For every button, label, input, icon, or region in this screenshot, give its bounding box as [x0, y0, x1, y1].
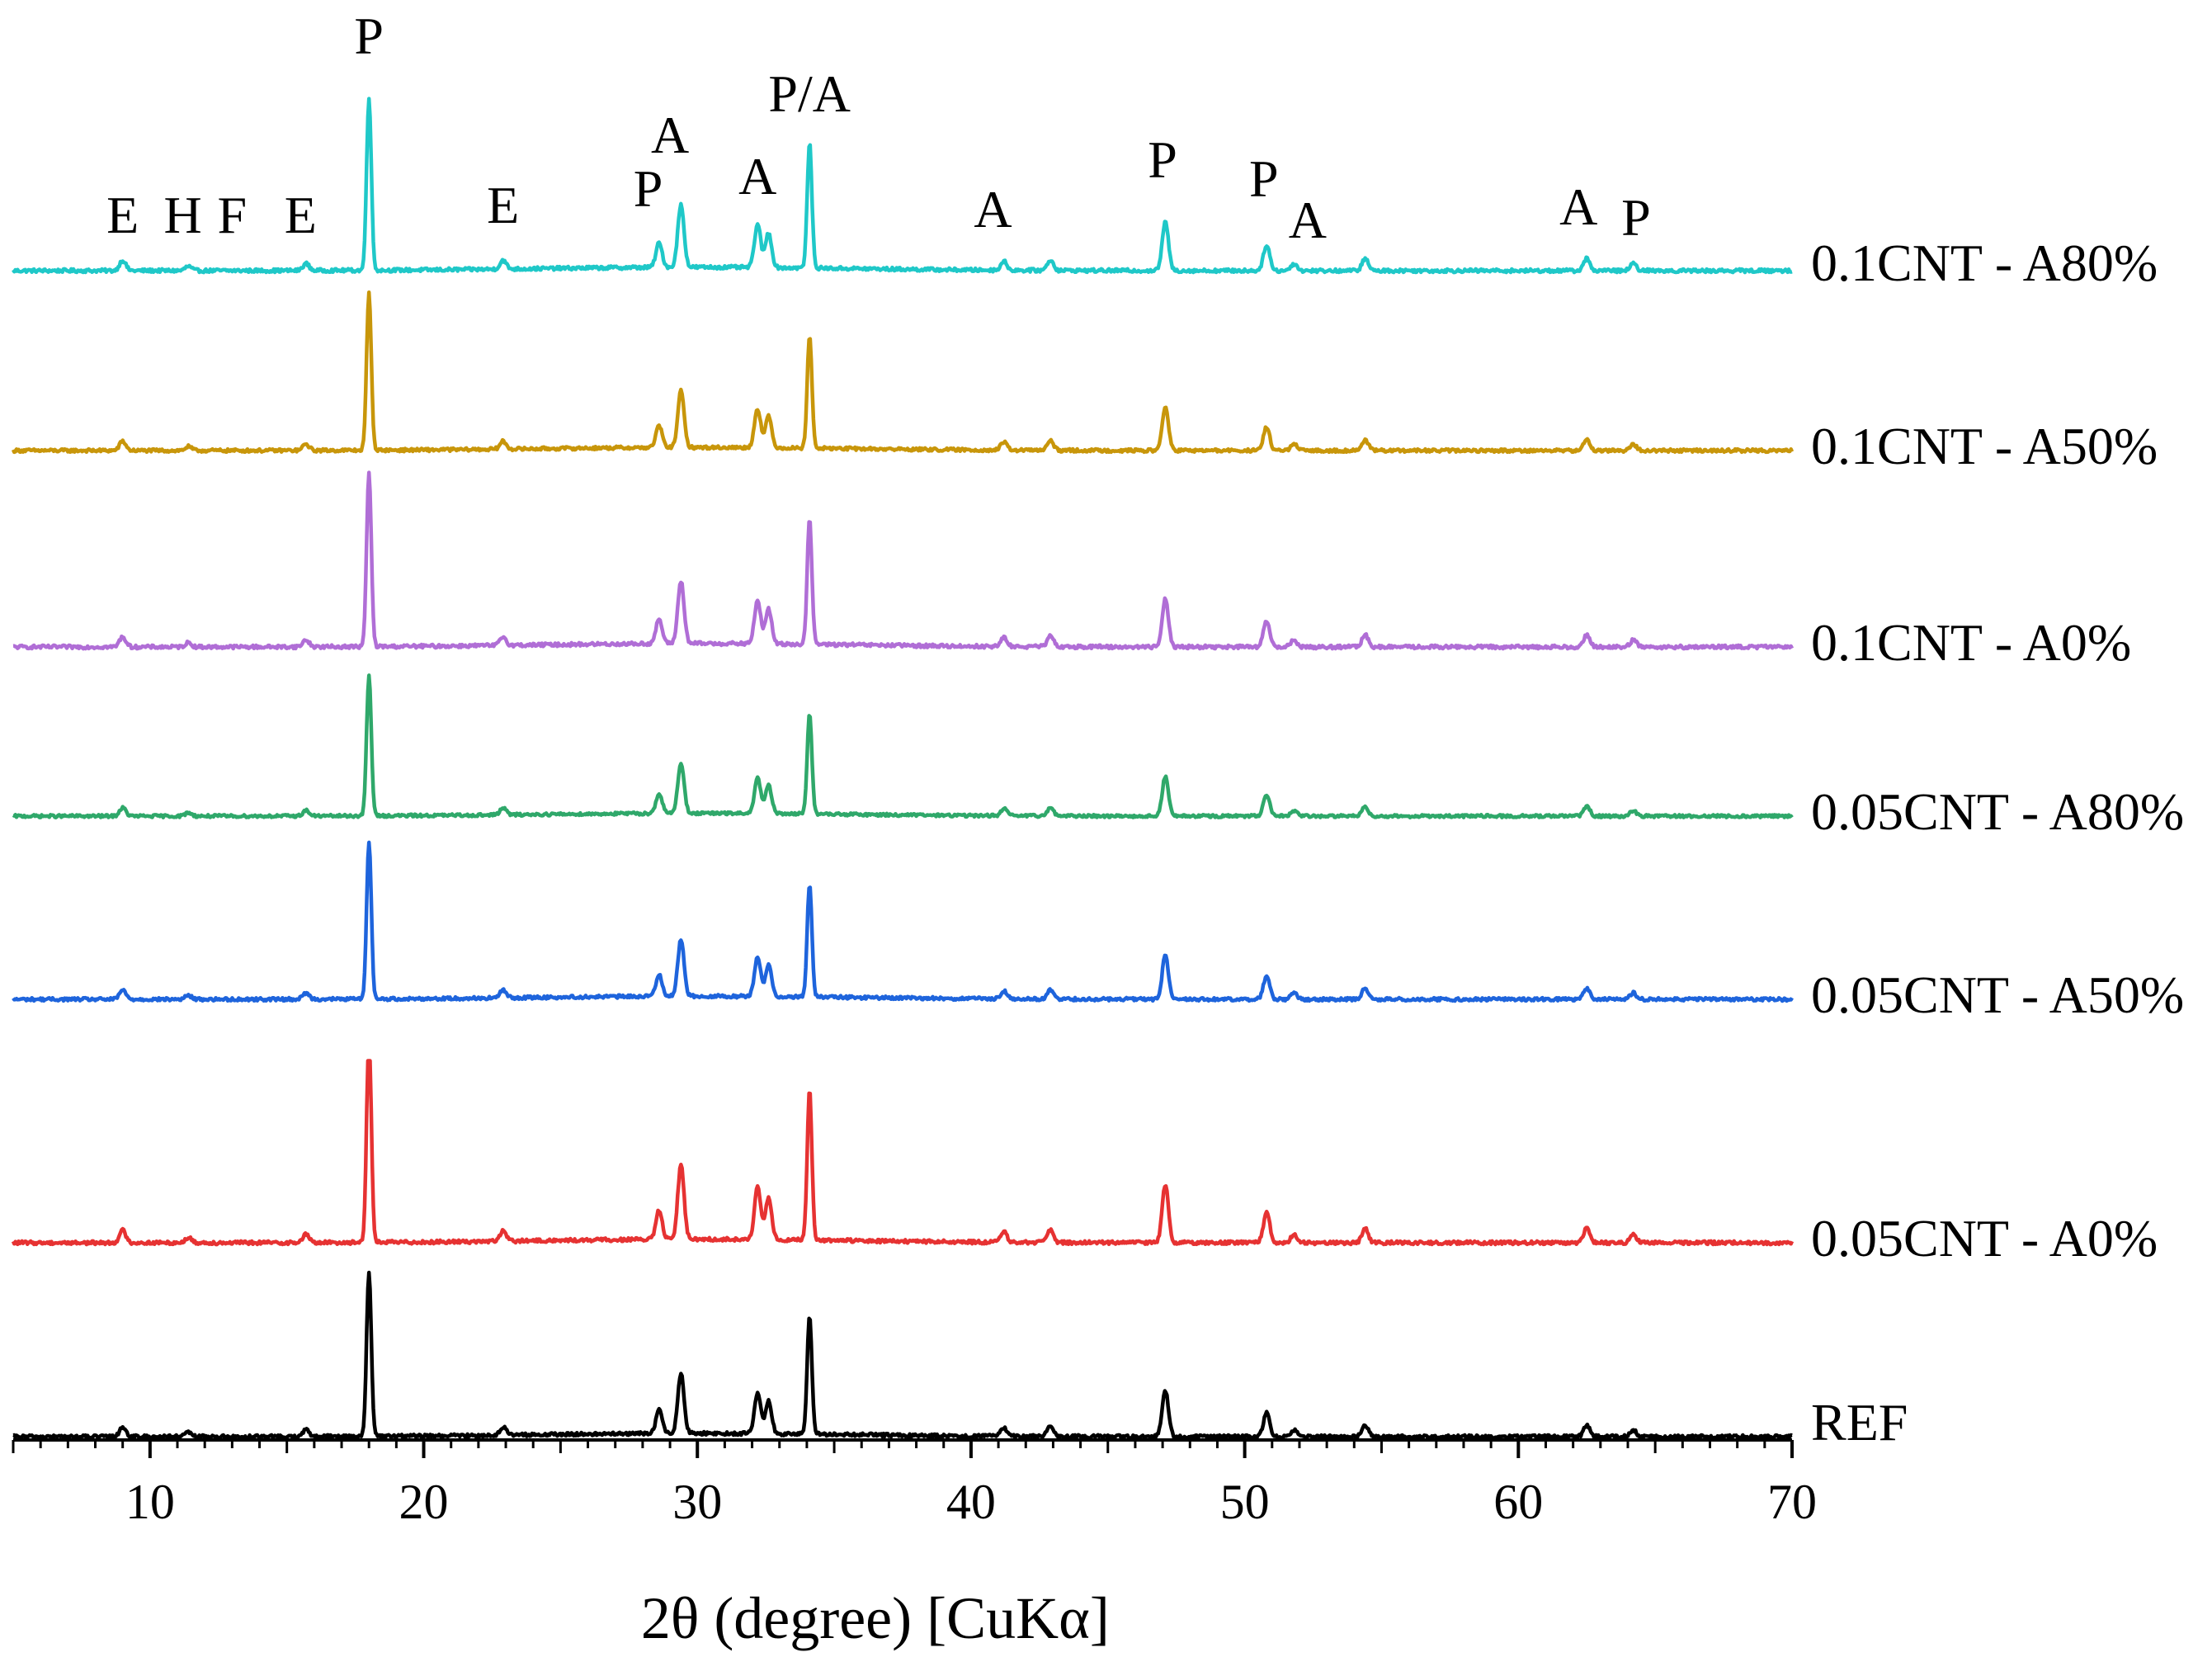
x-tick-label: 20	[399, 1475, 449, 1529]
phase-label: E	[106, 186, 139, 244]
phase-label: P	[1621, 188, 1651, 247]
phase-label: P/A	[768, 64, 851, 123]
phase-label: H	[164, 186, 202, 244]
series-label: 0.1CNT - A0%	[1811, 613, 2131, 672]
phase-label: P	[354, 7, 384, 65]
x-tick-label: 70	[1767, 1475, 1817, 1529]
trace-0-1cnt-a50-	[11, 290, 1795, 455]
trace-0-05cnt-a80-	[12, 673, 1794, 819]
traces-group	[11, 97, 1795, 1441]
x-tick-label: 60	[1493, 1475, 1543, 1529]
series-label: 0.05CNT - A50%	[1811, 965, 2184, 1024]
series-label: REF	[1811, 1393, 1908, 1452]
trace-0-1cnt-a0-	[12, 470, 1795, 651]
phase-label: E	[487, 176, 519, 234]
trace-ref	[12, 1270, 1793, 1441]
x-axis-title: 2θ (degree) [CuKα]	[641, 1585, 1110, 1651]
series-labels-group: 0.1CNT - A80% 0.1CNT - A50% 0.1CNT - A0% 0.…	[1811, 234, 2184, 1452]
series-label: 0.1CNT - A50%	[1811, 417, 2158, 475]
trace-0-05cnt-a50-	[12, 840, 1794, 1003]
x-tick-label: 10	[125, 1475, 175, 1529]
phase-label: A	[651, 106, 689, 164]
x-tick-label: 30	[672, 1475, 722, 1529]
phase-label: P	[634, 159, 663, 218]
trace-0-05cnt-a0-	[11, 1059, 1795, 1247]
phase-label: A	[1559, 177, 1597, 236]
series-label: 0.1CNT - A80%	[1811, 234, 2158, 292]
x-axis: 10 20 30 40 50 60 70	[12, 1438, 1817, 1529]
series-label: 0.05CNT - A80%	[1811, 782, 2184, 841]
phase-label: P	[1148, 130, 1177, 189]
phase-label: A	[974, 180, 1012, 238]
phase-label: P	[1249, 149, 1279, 208]
phase-label: F	[218, 186, 248, 244]
x-tick-label: 40	[946, 1475, 996, 1529]
phase-label: A	[738, 147, 776, 205]
x-tick-label: 50	[1220, 1475, 1270, 1529]
series-label: 0.05CNT - A0%	[1811, 1209, 2158, 1268]
phase-label: A	[1289, 191, 1327, 249]
phase-label: E	[285, 186, 317, 244]
trace-0-1cnt-a80-	[12, 97, 1793, 275]
x-ticks-group: 10 20 30 40 50 60 70	[12, 1440, 1817, 1529]
